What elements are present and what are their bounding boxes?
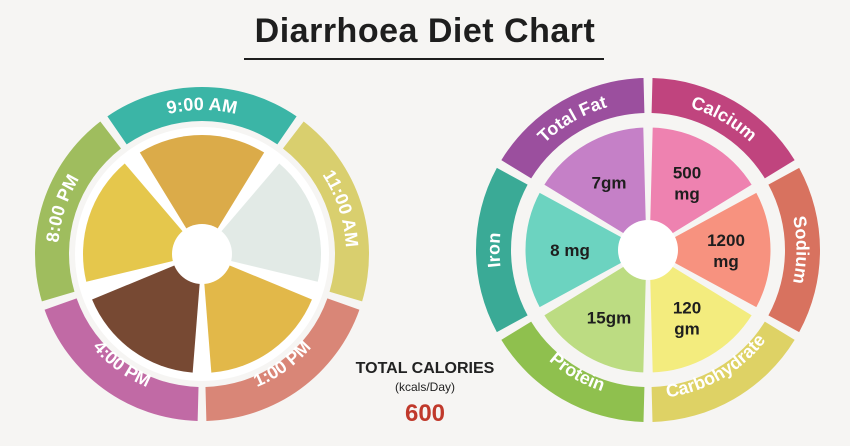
nutrient-segment-iron (475, 167, 528, 333)
nutrient-value-wedge-protein (540, 247, 650, 376)
meal-time-segment-11-00-am (282, 121, 369, 302)
nutrient-value-wedge-calcium (646, 124, 756, 253)
nutrient-value-total-fat: 7gm (592, 173, 627, 192)
cup-of-tea-image (92, 254, 202, 373)
nutrient-value-wedge-sodium (644, 188, 774, 312)
nutrient-segment-carbohydrate (651, 321, 795, 422)
page-title: Diarrhoea Diet Chart (254, 12, 596, 50)
title-underline (244, 58, 604, 60)
nutrient-value-carbohydrate: 120 gm (673, 299, 701, 339)
nutrient-value-wedge-iron (522, 188, 652, 312)
nutrient-segment-calcium (651, 78, 795, 179)
total-calories-unit: (kcals/Day) (394, 380, 455, 394)
nutrient-segment-sodium (768, 167, 820, 333)
nutrient-value-calcium: 500 mg (673, 163, 701, 203)
nutrient-name-sodium: Sodium (789, 214, 813, 285)
nutrient-value-iron: 8 mg (550, 241, 590, 260)
nutrient-value-wedge-total-fat (540, 124, 650, 253)
meal-time-segment-4-00-pm (44, 298, 199, 421)
nutrient-value-wedge-carbohydrate (646, 247, 756, 376)
nutrient-segment-protein (501, 321, 645, 422)
nutrient-name-iron: Iron (483, 232, 504, 269)
vegetable-khichdi-image (202, 254, 312, 373)
nutrient-value-sodium: 1200 mg (707, 231, 745, 271)
nutrient-value-protein: 15gm (587, 309, 631, 328)
meal-time-segment-9-00-am (107, 87, 297, 145)
meal-wheel-center (172, 224, 232, 284)
nutrient-segment-total-fat (501, 78, 645, 179)
meal-time-segment-8-00-pm (34, 121, 122, 302)
meal-time-segment-1-00-pm (205, 298, 360, 421)
vegetable-soup-image (139, 135, 265, 254)
meal-time-label-9-00-am: 9:00 AM (165, 94, 239, 118)
total-calories-block: TOTAL CALORIES (kcals/Day) 600 (330, 360, 520, 428)
total-calories-value: 600 (404, 400, 446, 427)
total-calories-label: TOTAL CALORIES (355, 360, 495, 377)
nutrient-wheel-center (618, 220, 678, 280)
